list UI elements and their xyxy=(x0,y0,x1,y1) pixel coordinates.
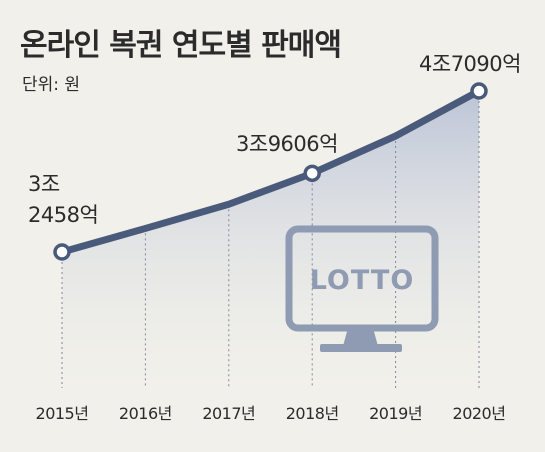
monitor-screen-text: LOTTO xyxy=(310,265,415,296)
data-label: 2458억 xyxy=(28,203,98,227)
monitor-base xyxy=(320,344,402,352)
x-tick-label: 2020년 xyxy=(453,404,506,423)
data-label: 3조9606억 xyxy=(236,132,338,156)
series-line xyxy=(58,87,483,256)
x-tick-label: 2017년 xyxy=(202,404,255,423)
area-fill xyxy=(62,91,479,388)
x-tick-label: 2018년 xyxy=(286,404,339,423)
data-point-marker xyxy=(53,243,71,261)
data-label: 3조 xyxy=(28,172,60,196)
chart-title: 온라인 복권 연도별 판매액 xyxy=(20,28,342,63)
x-tick-label: 2016년 xyxy=(119,404,172,423)
data-point-marker xyxy=(470,82,488,100)
monitor-stand xyxy=(343,328,378,346)
chart-unit-label: 단위: 원 xyxy=(22,75,81,95)
data-point-marker xyxy=(303,164,321,183)
data-label: 4조7090억 xyxy=(419,52,521,76)
x-tick-label: 2019년 xyxy=(369,404,422,423)
monitor-icon: LOTTO xyxy=(285,225,439,352)
x-tick-label: 2015년 xyxy=(36,404,89,423)
